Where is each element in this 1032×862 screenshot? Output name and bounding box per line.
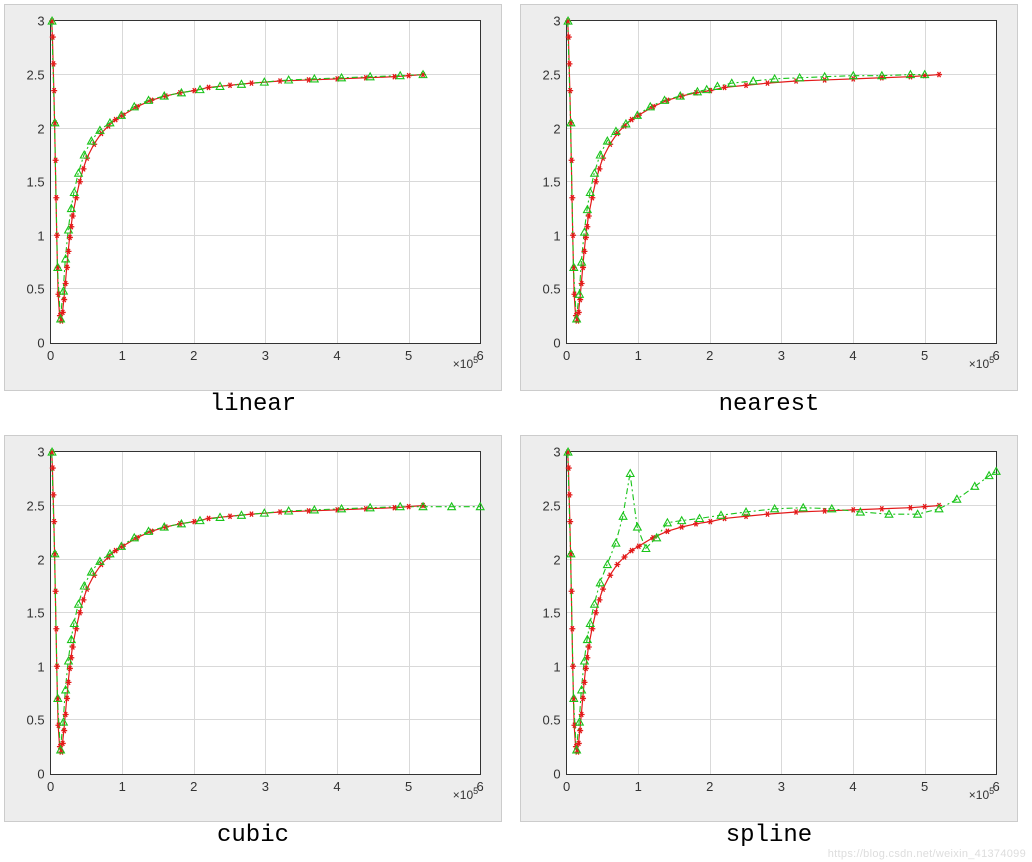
xtick-label: 3 bbox=[262, 348, 269, 363]
ytick-label: 3 bbox=[17, 445, 45, 460]
xtick-label: 4 bbox=[849, 779, 856, 794]
ytick-label: 1.5 bbox=[17, 175, 45, 190]
ytick-label: 0 bbox=[533, 766, 561, 781]
ytick-label: 0 bbox=[17, 335, 45, 350]
ytick-label: 2.5 bbox=[533, 498, 561, 513]
xtick-label: 0 bbox=[563, 348, 570, 363]
ytick-label: 0.5 bbox=[533, 713, 561, 728]
chart-panel-spline: 012345600.511.522.53×105 bbox=[520, 435, 1018, 822]
ytick-label: 0.5 bbox=[533, 282, 561, 297]
ytick-label: 2.5 bbox=[17, 498, 45, 513]
ytick-label: 0.5 bbox=[17, 713, 45, 728]
xtick-label: 5 bbox=[405, 348, 412, 363]
chart-panel-cubic: 012345600.511.522.53×105 bbox=[4, 435, 502, 822]
xtick-label: 0 bbox=[47, 779, 54, 794]
xtick-label: 2 bbox=[706, 348, 713, 363]
xtick-label: 5 bbox=[921, 779, 928, 794]
xtick-label: 1 bbox=[119, 348, 126, 363]
ytick-label: 1 bbox=[533, 228, 561, 243]
xtick-label: 0 bbox=[563, 779, 570, 794]
ytick-label: 1 bbox=[17, 228, 45, 243]
ytick-label: 2 bbox=[533, 121, 561, 136]
chart-title: nearest bbox=[520, 391, 1018, 423]
watermark: https://blog.csdn.net/weixin_41374099 bbox=[828, 848, 1026, 860]
ytick-label: 2 bbox=[17, 121, 45, 136]
xtick-label: 2 bbox=[190, 348, 197, 363]
ytick-label: 3 bbox=[533, 445, 561, 460]
ytick-label: 0.5 bbox=[17, 282, 45, 297]
x-exponent: ×105 bbox=[969, 786, 994, 802]
xtick-label: 2 bbox=[190, 779, 197, 794]
x-exponent: ×105 bbox=[453, 786, 478, 802]
xtick-label: 3 bbox=[262, 779, 269, 794]
ytick-label: 3 bbox=[17, 14, 45, 29]
xtick-label: 0 bbox=[47, 348, 54, 363]
ytick-label: 3 bbox=[533, 14, 561, 29]
chart-title: cubic bbox=[4, 822, 502, 854]
ytick-label: 2.5 bbox=[533, 67, 561, 82]
ytick-label: 0 bbox=[533, 335, 561, 350]
chart-panel-nearest: 012345600.511.522.53×105 bbox=[520, 4, 1018, 391]
xtick-label: 1 bbox=[119, 779, 126, 794]
plot-area: 012345600.511.522.53×105 bbox=[50, 451, 482, 774]
plot-area: 012345600.511.522.53×105 bbox=[566, 20, 998, 343]
xtick-label: 2 bbox=[706, 779, 713, 794]
ytick-label: 1.5 bbox=[533, 606, 561, 621]
ytick-label: 2 bbox=[17, 552, 45, 567]
xtick-label: 3 bbox=[778, 779, 785, 794]
ytick-label: 2 bbox=[533, 552, 561, 567]
plot-area: 012345600.511.522.53×105 bbox=[566, 451, 998, 774]
plot-area: 012345600.511.522.53×105 bbox=[50, 20, 482, 343]
ytick-label: 1.5 bbox=[533, 175, 561, 190]
x-exponent: ×105 bbox=[453, 355, 478, 371]
xtick-label: 1 bbox=[635, 779, 642, 794]
chart-title: linear bbox=[4, 391, 502, 423]
ytick-label: 1.5 bbox=[17, 606, 45, 621]
xtick-label: 4 bbox=[849, 348, 856, 363]
ytick-label: 2.5 bbox=[17, 67, 45, 82]
xtick-label: 5 bbox=[921, 348, 928, 363]
chart-panel-linear: 012345600.511.522.53×105 bbox=[4, 4, 502, 391]
xtick-label: 5 bbox=[405, 779, 412, 794]
ytick-label: 1 bbox=[533, 659, 561, 674]
xtick-label: 4 bbox=[333, 779, 340, 794]
xtick-label: 1 bbox=[635, 348, 642, 363]
ytick-label: 1 bbox=[17, 659, 45, 674]
xtick-label: 3 bbox=[778, 348, 785, 363]
x-exponent: ×105 bbox=[969, 355, 994, 371]
ytick-label: 0 bbox=[17, 766, 45, 781]
xtick-label: 4 bbox=[333, 348, 340, 363]
